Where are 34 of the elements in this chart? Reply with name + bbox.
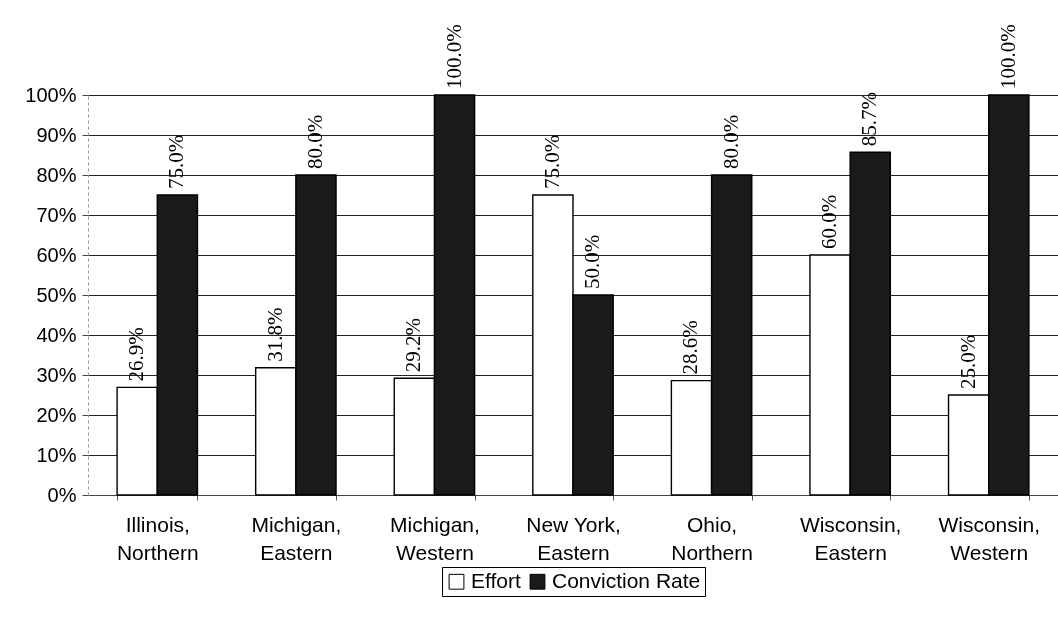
x-tick-label: Michigan, Eastern xyxy=(251,512,342,564)
x-tick-label: New York, Eastern xyxy=(526,512,621,564)
data-label: 75.0% xyxy=(164,134,189,189)
data-label: 60.0% xyxy=(817,194,842,249)
data-label: 31.8% xyxy=(262,307,287,362)
y-tick-label: 30% xyxy=(36,363,77,386)
x-tick-label: Ohio, Northern xyxy=(671,512,753,564)
data-label: 85.7% xyxy=(857,91,882,147)
y-tick-label: 60% xyxy=(36,243,77,266)
data-label: 28.6% xyxy=(678,320,703,375)
data-label: 75.0% xyxy=(539,134,564,189)
y-tick-label: 100% xyxy=(25,83,77,106)
y-tick-label: 20% xyxy=(36,403,77,426)
legend-label: Conviction Rate xyxy=(552,568,701,592)
y-tick-label: 80% xyxy=(36,163,77,186)
data-label: 50.0% xyxy=(580,234,605,289)
data-label: 26.9% xyxy=(124,327,149,382)
legend-label: Effort xyxy=(471,568,521,592)
data-label: 25.0% xyxy=(955,334,980,389)
x-tick-label: Michigan, Western xyxy=(389,512,480,564)
y-tick-label: 90% xyxy=(36,123,77,146)
data-label: 100.0% xyxy=(995,24,1020,89)
x-tick-label: Wisconsin, Western xyxy=(938,512,1040,564)
x-tick-label: Illinois, Northern xyxy=(116,512,199,564)
data-label: 100.0% xyxy=(441,24,466,89)
y-tick-label: 10% xyxy=(36,443,77,466)
data-label: 80.0% xyxy=(718,114,743,169)
y-tick-label: 70% xyxy=(36,203,77,226)
data-label: 80.0% xyxy=(302,114,327,169)
y-tick-label: 40% xyxy=(36,323,77,346)
y-tick-label: 50% xyxy=(36,283,77,306)
y-tick-label: 0% xyxy=(47,483,77,506)
data-label: 29.2% xyxy=(401,317,426,373)
x-tick-label: Wisconsin, Eastern xyxy=(799,512,902,564)
